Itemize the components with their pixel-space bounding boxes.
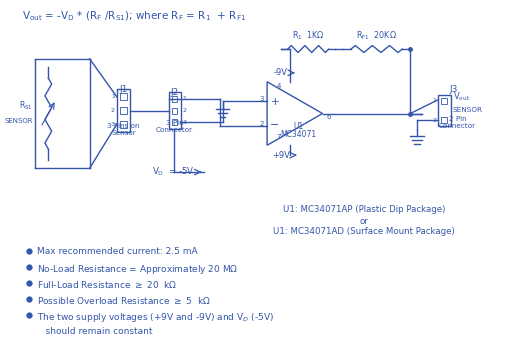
Text: 3: 3 [182,120,186,125]
Text: 2: 2 [110,108,115,113]
Text: MC34071: MC34071 [280,130,316,139]
Bar [440,98,446,104]
Text: 3: 3 [110,122,115,127]
Text: U1: MC34071AD (Surface Mount Package): U1: MC34071AD (Surface Mount Package) [273,227,454,236]
Bar [437,95,450,126]
Text: 7: 7 [276,134,280,140]
Text: V$_{\rm out}$: V$_{\rm out}$ [452,90,469,103]
Text: 2: 2 [432,118,436,123]
Text: V$_{\rm D}$  = -5V: V$_{\rm D}$ = -5V [152,166,194,178]
Text: U1: U1 [293,122,303,131]
Text: SENSOR: SENSOR [5,118,33,125]
Text: 3 Pins on
Sensor: 3 Pins on Sensor [107,123,139,136]
Text: 1: 1 [110,94,115,99]
Text: should remain constant: should remain constant [37,327,152,336]
Text: No-Load Resistance = Approximately 20 M$\Omega$: No-Load Resistance = Approximately 20 M$… [37,264,238,276]
Bar [440,118,446,123]
Text: 6: 6 [326,114,330,121]
Text: +: + [270,97,278,108]
Text: 1: 1 [182,96,186,101]
Text: 3: 3 [259,96,263,102]
Text: 2: 2 [259,121,263,127]
Text: The two supply voltages (+9V and -9V) and V$_D$ (-5V): The two supply voltages (+9V and -9V) an… [37,311,273,324]
Text: J2: J2 [170,88,178,97]
Text: 4: 4 [276,83,280,89]
Text: Max recommended current: 2.5 mA: Max recommended current: 2.5 mA [37,248,197,257]
Text: U1: MC34071AP (Plastic Dip Package): U1: MC34071AP (Plastic Dip Package) [282,205,444,214]
Bar [120,121,127,128]
Text: Possible Overload Resistance $\geq$ 5  k$\Omega$: Possible Overload Resistance $\geq$ 5 k$… [37,295,210,306]
Text: 2 Pin
Connector: 2 Pin Connector [438,117,475,129]
Bar [171,108,177,114]
Text: or: or [359,217,368,226]
Text: R$_{\rm F1}$  20K$\Omega$: R$_{\rm F1}$ 20K$\Omega$ [355,30,397,42]
Bar [120,93,127,100]
Text: 1: 1 [432,98,436,103]
Bar [120,107,127,114]
Text: R$_1$  1K$\Omega$: R$_1$ 1K$\Omega$ [291,30,324,42]
Text: +9V: +9V [272,151,290,160]
Text: V$_{\rm out}$ = -V$_{\rm D}$ * (R$_{\rm F}$ /R$_{\rm S1}$); where R$_{\rm F}$ = : V$_{\rm out}$ = -V$_{\rm D}$ * (R$_{\rm … [22,9,246,23]
Text: J3: J3 [448,85,457,94]
Bar [171,119,177,125]
Text: Full-Load Resistance $\geq$ 20  k$\Omega$: Full-Load Resistance $\geq$ 20 k$\Omega$ [37,279,177,290]
Text: -9V: -9V [273,68,288,77]
Text: 2: 2 [182,108,186,113]
Text: R$_{\rm S1}$: R$_{\rm S1}$ [19,99,33,112]
Bar [117,89,130,132]
Bar [171,96,177,102]
Text: −: − [270,119,279,130]
Text: SENSOR: SENSOR [452,106,482,113]
Text: J1: J1 [119,85,127,94]
Text: 3 Pin
Connector: 3 Pin Connector [156,121,192,133]
Bar [168,92,181,129]
